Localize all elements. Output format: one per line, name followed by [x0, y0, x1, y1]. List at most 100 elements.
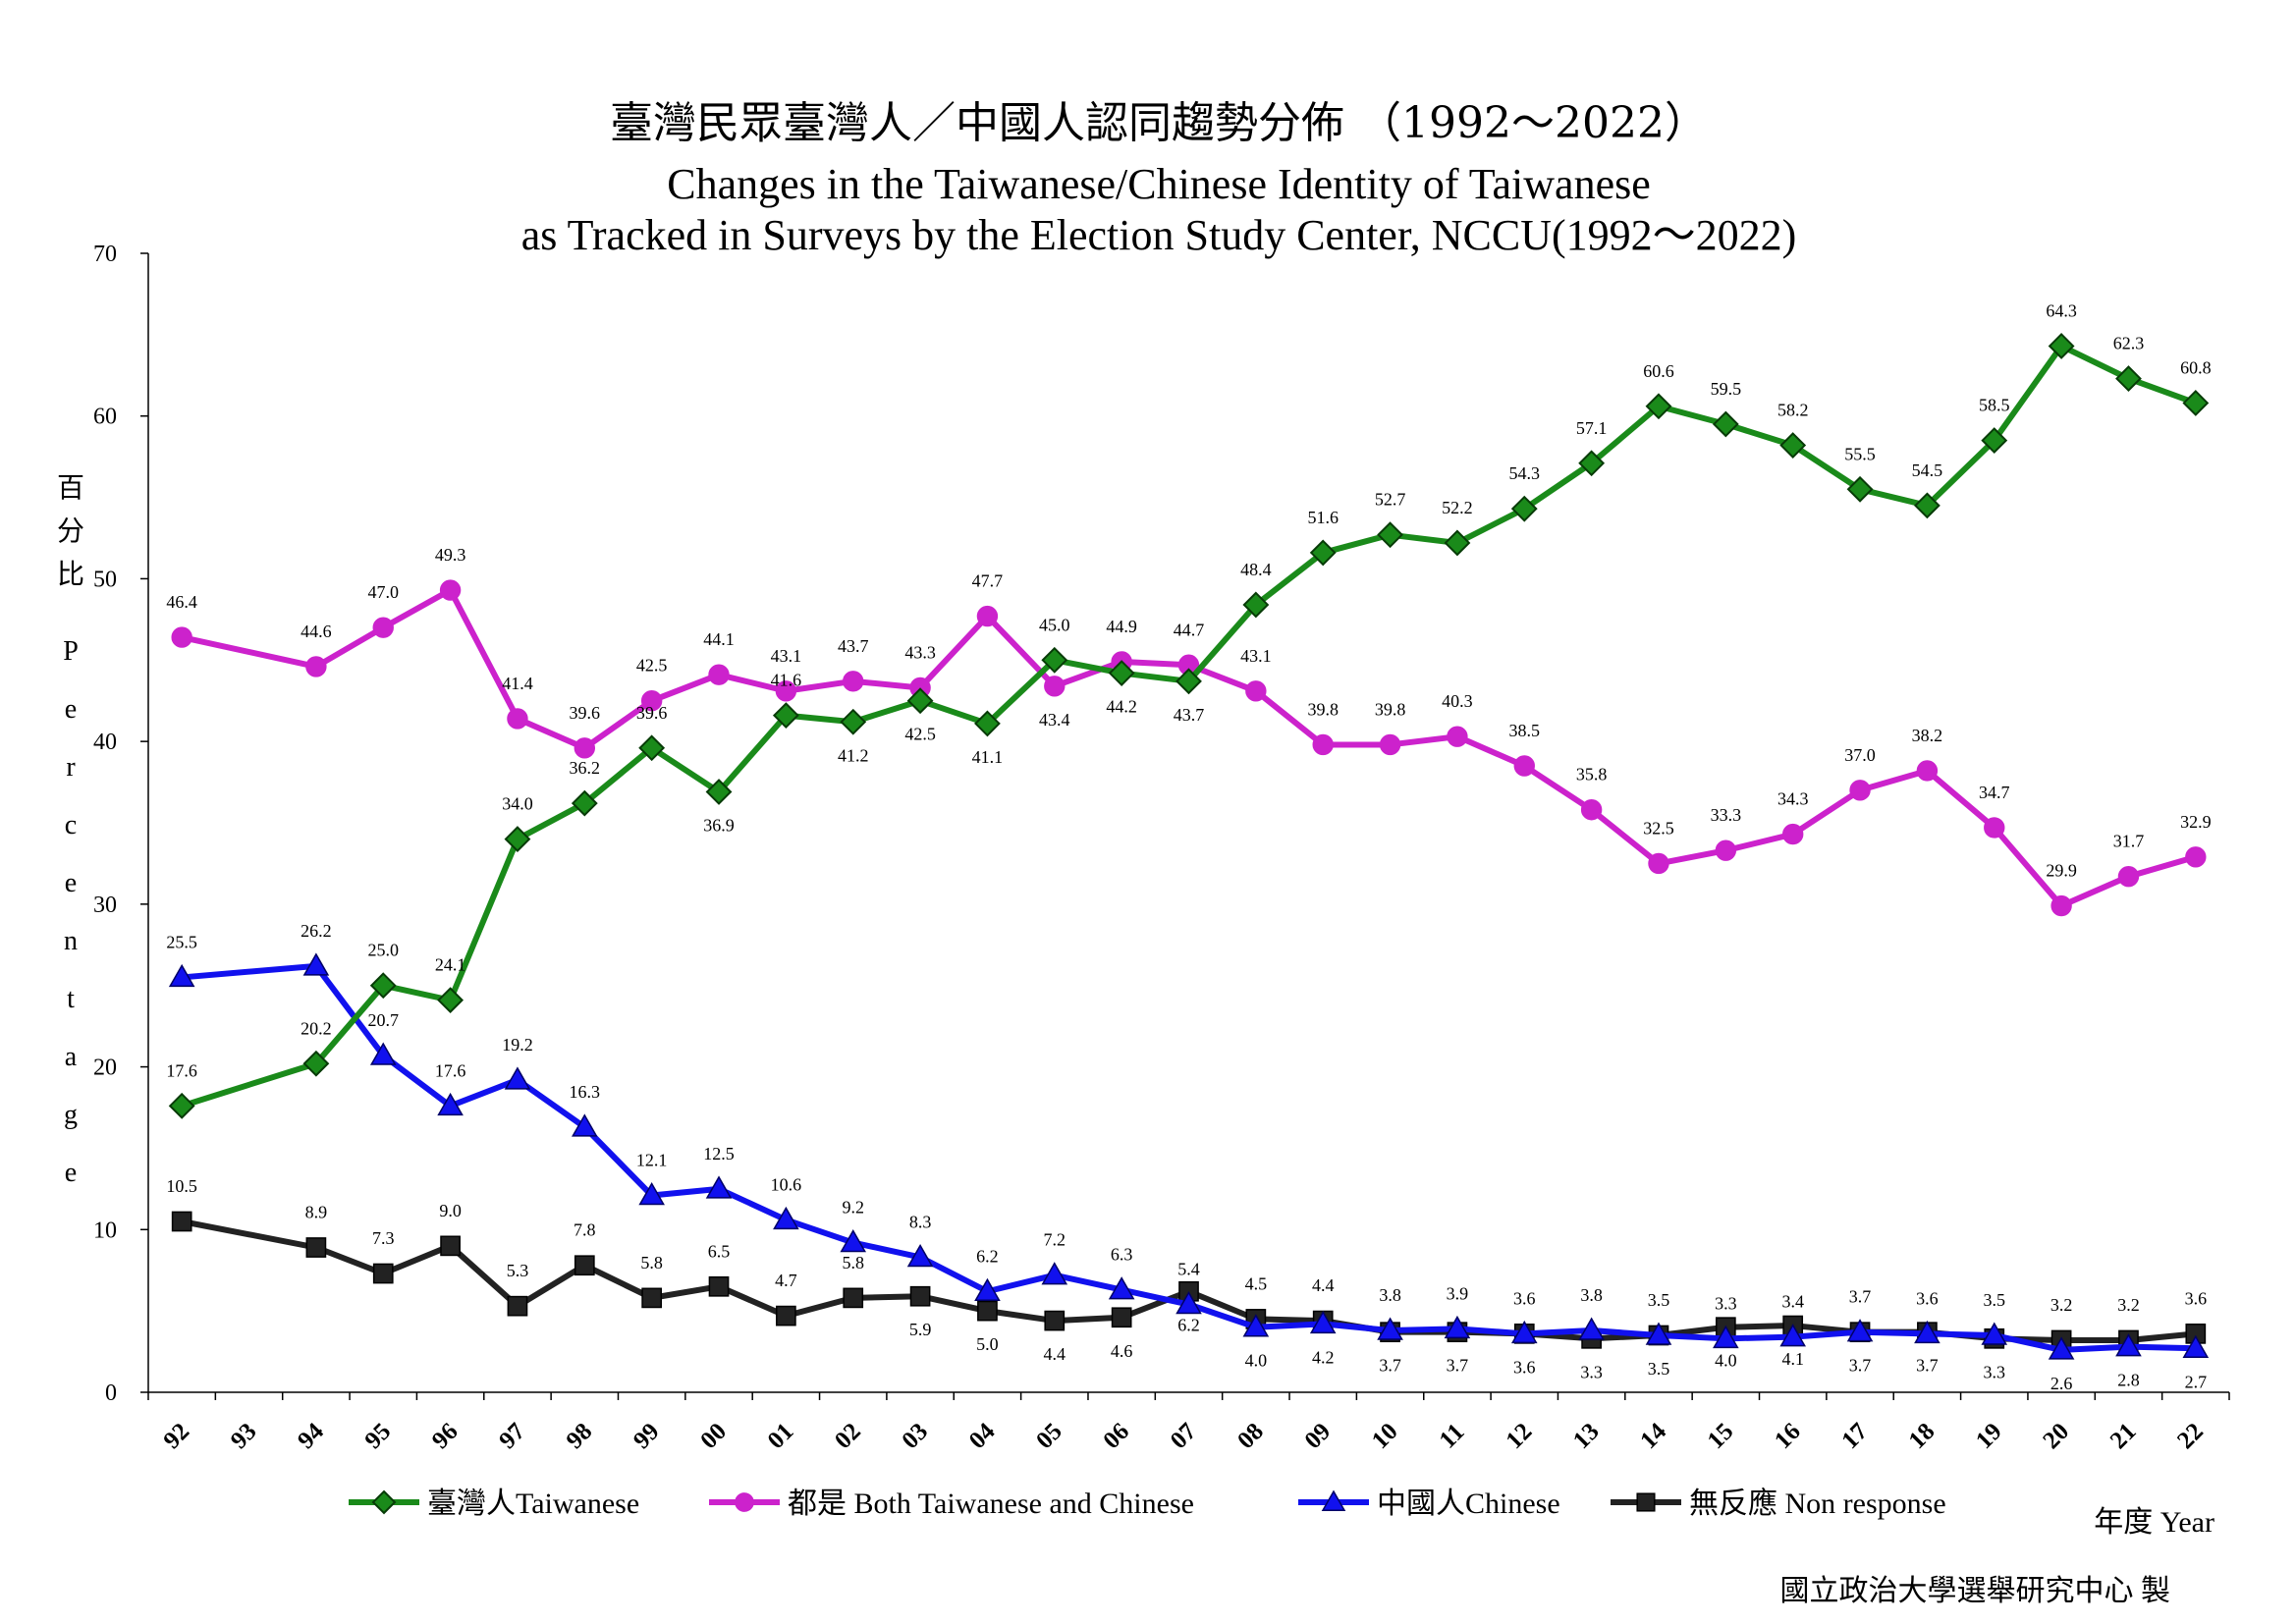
data-point-circle: [1447, 726, 1468, 747]
data-point-square: [1044, 1310, 1066, 1331]
data-label: 39.8: [1375, 699, 1406, 719]
data-point-circle: [2117, 865, 2140, 888]
data-point-triangle: [1321, 1489, 1346, 1511]
data-point-circle: [372, 617, 394, 638]
data-label: 3.4: [1781, 1292, 1804, 1312]
data-label: 25.5: [166, 932, 197, 951]
data-point-triangle: [1981, 1322, 2008, 1345]
series-triangle: 25.5 26.2 20.7 17.6 19.2 16.3 12.1 12.5 10.6 9.2 8…: [166, 921, 2210, 1393]
series-diamond: 17.6 20.2 25.0 24.1 34.0 36.2 39.6 36.9 41.6 41.2…: [166, 300, 2212, 1119]
data-label: 40.3: [1442, 691, 1473, 711]
x-tick-label: 95: [360, 1418, 397, 1454]
data-point-circle: [1044, 676, 1066, 697]
data-point-triangle: [168, 963, 195, 988]
x-tick-label: 19: [1971, 1418, 2007, 1454]
data-label: 43.1: [771, 646, 802, 666]
y-axis-label-char: e: [65, 1158, 77, 1188]
data-label: 3.6: [1513, 1288, 1536, 1308]
y-tick-label: 40: [93, 730, 117, 755]
data-label: 44.6: [301, 622, 332, 641]
chart-title: 臺灣民眾臺灣人／中國人認同趨勢分佈 （1992～2022）: [610, 98, 1708, 148]
y-axis-label-char: 比: [57, 559, 84, 590]
data-label: 3.5: [1648, 1290, 1670, 1310]
data-label: 5.8: [842, 1253, 864, 1272]
x-tick-label: 00: [695, 1418, 732, 1454]
x-tick-label: 17: [1836, 1418, 1873, 1454]
data-label: 3.7: [1849, 1287, 1872, 1307]
data-label: 4.7: [775, 1271, 797, 1290]
data-point-circle: [1379, 733, 1401, 756]
data-point-diamond: [1510, 495, 1538, 522]
data-point-diamond: [1913, 492, 1941, 519]
data-point-square: [440, 1235, 461, 1257]
data-label: 31.7: [2113, 832, 2145, 851]
data-point-square: [574, 1255, 595, 1276]
data-point-triangle: [906, 1243, 934, 1268]
data-point-circle: [1648, 852, 1669, 875]
data-point-circle: [775, 680, 797, 702]
data-label: 34.7: [1979, 783, 2010, 802]
data-label: 3.6: [1513, 1357, 1536, 1377]
data-point-diamond: [1779, 432, 1807, 459]
data-point-triangle: [1578, 1317, 1605, 1340]
credit-text: 國立政治大學選舉研究中心 製: [1780, 1575, 2171, 1607]
data-point-circle: [708, 664, 730, 685]
data-point-circle: [843, 671, 864, 692]
data-label: 3.8: [1379, 1285, 1401, 1305]
data-label: 19.2: [502, 1035, 533, 1055]
data-point-circle: [171, 626, 192, 648]
data-label: 47.7: [972, 571, 1004, 591]
data-point-circle: [305, 656, 327, 677]
data-label: 33.3: [1711, 805, 1742, 825]
data-label: 7.2: [1044, 1230, 1066, 1250]
data-point-square: [776, 1305, 796, 1326]
data-point-diamond: [638, 734, 666, 762]
data-point-triangle: [1846, 1319, 1874, 1342]
data-point-diamond: [2115, 365, 2142, 393]
data-point-triangle: [1175, 1291, 1202, 1315]
x-tick-label: 15: [1703, 1418, 1739, 1454]
data-point-diamond: [168, 1092, 195, 1119]
x-tick-label: 16: [1770, 1418, 1806, 1454]
data-point-diamond: [906, 687, 934, 715]
data-label: 42.5: [904, 725, 936, 744]
data-label: 25.0: [367, 941, 399, 960]
data-point-circle: [640, 690, 663, 712]
data-label: 45.0: [1039, 615, 1070, 634]
data-point-square: [1111, 1307, 1132, 1328]
chart-subtitle-line1: Changes in the Taiwanese/Chinese Identit…: [667, 160, 1651, 208]
data-label: 39.6: [570, 703, 601, 723]
y-tick-label: 10: [93, 1218, 117, 1243]
legend-label: 無反應 Non response: [1689, 1488, 1946, 1520]
series-layer: 10.5 8.9 7.3 9.0 5.3 7.8 5.8 6.5 4.7 5.8 5.9 5.0 4.4…: [166, 300, 2211, 1392]
data-point-triangle: [437, 1092, 464, 1116]
data-label: 32.9: [2180, 812, 2212, 832]
data-label: 38.2: [1912, 726, 1943, 745]
y-tick-label: 60: [93, 405, 117, 430]
data-point-diamond: [1377, 521, 1403, 549]
data-label: 4.6: [1111, 1341, 1133, 1361]
legend-label: 中國人Chinese: [1377, 1488, 1560, 1520]
x-tick-label: 20: [2038, 1418, 2074, 1454]
x-tick-label: 11: [1435, 1419, 1470, 1454]
data-point-circle: [1715, 839, 1737, 861]
x-tick-label: 03: [897, 1418, 933, 1454]
data-label: 36.9: [703, 816, 735, 836]
data-point-circle: [1580, 799, 1603, 821]
x-tick-label: 02: [830, 1418, 866, 1454]
data-point-triangle: [2182, 1334, 2210, 1359]
data-label: 5.4: [1177, 1260, 1200, 1279]
series-square: 10.5 8.9 7.3 9.0 5.3 7.8 5.8 6.5 4.7 5.8 5.9 5.0 4.4…: [166, 1176, 2207, 1381]
data-label: 9.0: [439, 1201, 462, 1220]
data-label: 26.2: [301, 921, 332, 941]
y-axis-label-char: P: [63, 636, 79, 667]
data-label: 3.3: [1984, 1362, 2006, 1381]
data-label: 6.2: [1177, 1315, 1200, 1334]
data-label: 20.7: [367, 1010, 399, 1030]
data-label: 58.5: [1979, 396, 2010, 415]
data-point-triangle: [1645, 1322, 1672, 1345]
data-label: 8.3: [909, 1212, 932, 1231]
data-label: 43.4: [1039, 710, 1070, 730]
